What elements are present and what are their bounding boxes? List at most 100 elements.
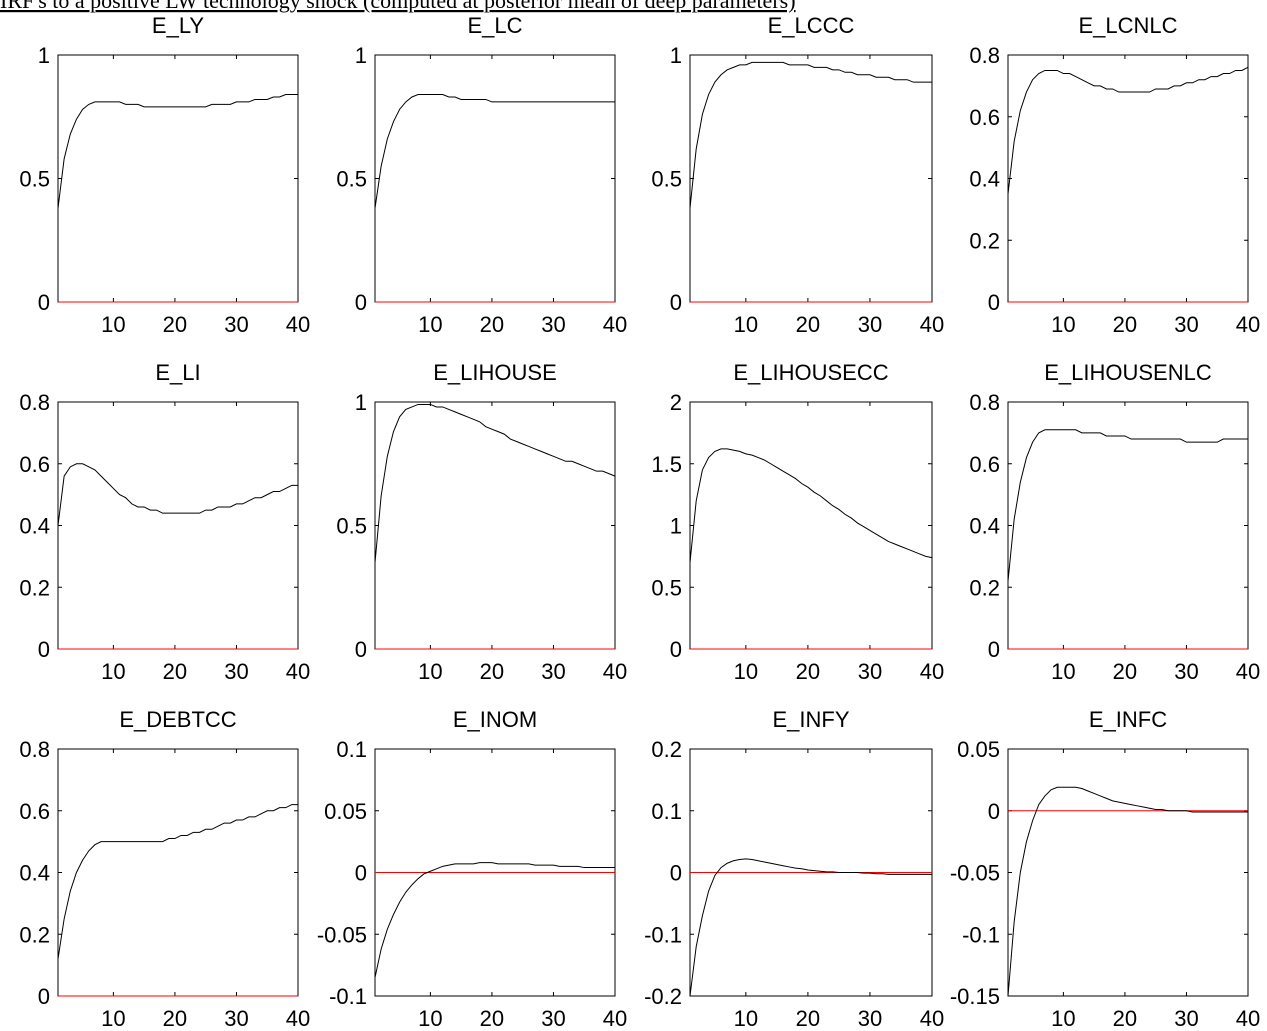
subplot-title: E_LI	[155, 360, 200, 385]
y-tick-label: 0.4	[969, 167, 1000, 192]
line	[57, 463, 298, 526]
y-tick-label: 0.2	[19, 922, 50, 947]
plot-frame	[374, 401, 616, 650]
y-tick-label: 0.5	[651, 167, 682, 192]
y-tick-label: 0	[670, 861, 682, 886]
y-tick-label: 2	[670, 390, 682, 415]
y-tick-label: 0.8	[969, 43, 1000, 68]
y-tick-label: 0.5	[336, 514, 367, 539]
y-tick-label: -0.1	[962, 922, 1000, 947]
y-tick-label: 0	[38, 637, 50, 662]
y-tick-label: 0.4	[19, 514, 50, 539]
x-tick-label: 20	[1113, 1006, 1137, 1031]
y-tick-label: 0	[988, 637, 1000, 662]
line	[1007, 66, 1249, 194]
y-tick-label: 0	[355, 290, 367, 315]
subplot-title: E_INOM	[453, 707, 537, 732]
line	[689, 858, 932, 997]
y-tick-label: 0.4	[969, 514, 1000, 539]
x-tick-label: 20	[163, 312, 187, 337]
x-tick-label: 40	[286, 659, 310, 684]
y-tick-label: 0.6	[19, 799, 50, 824]
x-tick-label: 30	[858, 659, 882, 684]
x-tick-label: 30	[1174, 1006, 1198, 1031]
x-tick-label: 10	[1051, 312, 1075, 337]
y-tick-label: 0.8	[19, 390, 50, 415]
x-tick-label: 10	[101, 659, 125, 684]
subplot-title: E_LIHOUSE	[433, 360, 557, 385]
subplot-title: E_LCCC	[768, 13, 855, 38]
x-tick-label: 20	[480, 312, 504, 337]
plot-frame	[57, 54, 299, 303]
y-tick-label: 0.1	[336, 737, 367, 762]
x-tick-label: 20	[796, 1006, 820, 1031]
x-tick-label: 20	[1113, 659, 1137, 684]
line	[374, 862, 615, 978]
plot-frame	[57, 748, 299, 997]
x-tick-label: 10	[418, 659, 442, 684]
line	[57, 804, 298, 960]
y-tick-label: 0.1	[651, 799, 682, 824]
x-tick-label: 30	[541, 312, 565, 337]
y-tick-label: 0.05	[324, 799, 367, 824]
x-tick-label: 20	[796, 312, 820, 337]
y-tick-label: -0.2	[644, 984, 682, 1009]
plot-frame	[1007, 54, 1249, 303]
x-tick-label: 20	[1113, 312, 1137, 337]
y-tick-label: 1	[355, 390, 367, 415]
y-tick-label: 0.5	[336, 167, 367, 192]
x-tick-label: 30	[541, 659, 565, 684]
y-tick-label: 0.6	[969, 105, 1000, 130]
x-tick-label: 10	[418, 1006, 442, 1031]
x-tick-label: 10	[101, 312, 125, 337]
x-tick-label: 10	[734, 659, 758, 684]
x-tick-label: 30	[1174, 659, 1198, 684]
x-tick-label: 40	[603, 659, 627, 684]
y-tick-label: -0.1	[329, 984, 367, 1009]
x-tick-label: 20	[480, 659, 504, 684]
y-tick-label: 0.05	[957, 737, 1000, 762]
x-tick-label: 30	[541, 1006, 565, 1031]
line	[689, 61, 932, 209]
x-tick-label: 40	[920, 1006, 944, 1031]
x-tick-label: 10	[418, 312, 442, 337]
plot-frame	[689, 401, 933, 650]
y-tick-label: 0.6	[969, 452, 1000, 477]
y-tick-label: 1	[670, 43, 682, 68]
y-tick-label: 0	[38, 984, 50, 1009]
line	[689, 448, 933, 563]
y-tick-label: 0	[670, 290, 682, 315]
line	[57, 94, 298, 209]
x-tick-label: 20	[796, 659, 820, 684]
y-tick-label: 0.4	[19, 861, 50, 886]
line	[374, 94, 615, 209]
y-tick-label: 0.5	[19, 167, 50, 192]
x-tick-label: 40	[603, 1006, 627, 1031]
y-tick-label: 0	[355, 861, 367, 886]
x-tick-label: 30	[224, 659, 248, 684]
y-tick-label: 0.6	[19, 452, 50, 477]
subplot-title: E_LCNLC	[1078, 13, 1177, 38]
subplot-title: E_LY	[152, 13, 205, 38]
plot-frame	[1007, 748, 1249, 997]
plot-frame	[57, 401, 299, 650]
x-tick-label: 10	[734, 1006, 758, 1031]
x-tick-label: 20	[163, 1006, 187, 1031]
x-tick-label: 40	[286, 312, 310, 337]
x-tick-label: 30	[224, 1006, 248, 1031]
subplot-title: E_LIHOUSECC	[733, 360, 888, 385]
subplot-title: E_DEBTCC	[119, 707, 236, 732]
x-tick-label: 10	[734, 312, 758, 337]
y-tick-label: -0.1	[644, 922, 682, 947]
x-tick-label: 40	[920, 659, 944, 684]
x-tick-label: 40	[286, 1006, 310, 1031]
x-tick-label: 10	[1051, 1006, 1075, 1031]
x-tick-label: 40	[1236, 312, 1260, 337]
subplot-title: E_LC	[467, 13, 522, 38]
y-tick-label: -0.05	[950, 861, 1000, 886]
figure-title: IRF's to a positive LW technology shock …	[0, 0, 796, 13]
y-tick-label: -0.05	[317, 922, 367, 947]
subplot-title: E_LIHOUSENLC	[1044, 360, 1212, 385]
y-tick-label: 1	[670, 514, 682, 539]
